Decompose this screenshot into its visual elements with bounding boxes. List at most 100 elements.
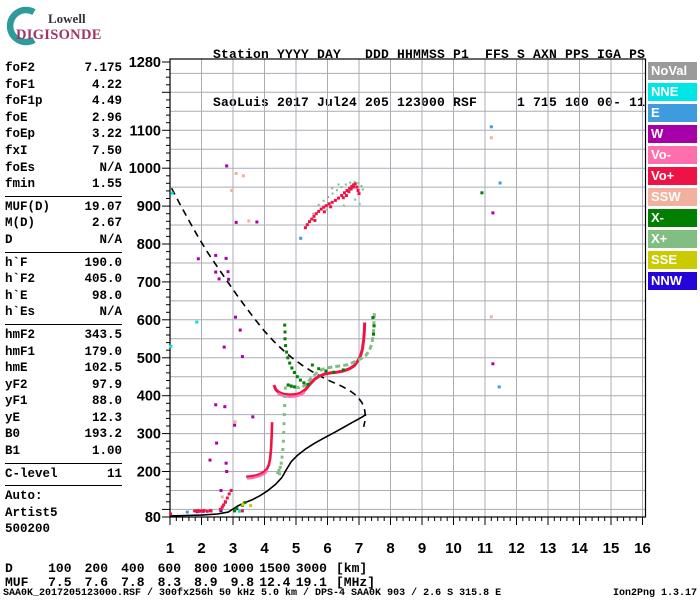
svg-text:9: 9 [418,540,426,557]
row-value: 200 [84,561,108,576]
param-label: foF2 [5,61,36,75]
legend-w: W [648,125,697,143]
param-d: D N/A [5,232,122,249]
lowell-digisonde-logo: Lowell DIGISONDE [6,6,102,46]
plot-grid [170,59,646,517]
param-label: hmF2 [5,327,36,342]
svg-text:800: 800 [137,237,161,253]
param-value: 2.67 [91,216,122,231]
param-he: h`E 98.0 [5,288,122,305]
header-station-values: SaoLuis 2017 Jul24 205 123000 RSF 1 715 … [213,95,646,110]
param-label: B0 [5,427,21,442]
ionogram-parameters-panel: foF2 7.175 foF1 4.22 foF1p 4.49 foE 2.96 foEp 3.2… [5,60,122,538]
series-o-mode-e-region-specks [169,489,244,516]
svg-text:5: 5 [292,540,300,557]
panel-divider [5,485,122,487]
svg-text:300: 300 [137,427,161,443]
param-value: 11 [106,466,122,481]
row-value: 100 [48,561,72,576]
param-value: 102.5 [84,361,122,376]
row-value: 3000 [295,561,327,576]
param-label: foF1 [5,77,36,92]
param-label: hmF1 [5,344,36,359]
param-b0: B0 193.2 [5,426,122,443]
param-value: 88.0 [91,394,122,409]
svg-text:1280: 1280 [129,55,161,71]
param-foe: foE 2.96 [5,110,122,127]
legend-vo-: Vo- [648,146,697,164]
param-hmf2: hmF2 343.5 [5,327,122,344]
svg-text:16: 16 [634,540,651,557]
svg-text:11: 11 [477,540,493,557]
y-axis-labels: 1280 1100 1000 900 800 700 600 500 400 300 200 80 [129,55,161,526]
svg-text:7: 7 [355,540,363,557]
param-fxi: fxI 7.50 [5,143,122,160]
svg-text:1000: 1000 [129,161,161,177]
param-label: MUF(D) [5,199,51,214]
series-e-echoes [185,125,502,514]
digisonde-arc-icon [6,6,36,46]
param-fmin: fmin 1.55 [5,176,122,193]
series-x-trace-f1-cusp [276,386,287,476]
param-value: 179.0 [84,344,122,359]
row-value: 7.5 [48,574,72,590]
param-groups: foF2 7.175 foF1 4.22 foF1p 4.49 foE 2.96 foEp 3.2… [5,60,122,538]
svg-text:6: 6 [323,540,331,557]
series-vo-minus-f1 [247,469,269,480]
series-vo-minus-f2-valley [277,391,306,398]
param-b1: B1 1.00 [5,443,122,460]
param-hf: h`F 190.0 [5,255,122,272]
status-file-info: SAA0K_2017205123000.RSF / 300fx256h 50 k… [3,588,502,599]
param-md: M(D) 2.67 [5,215,122,232]
param-fof1p: foF1p 4.49 [5,93,122,110]
series-spread-f-x-mode [312,180,364,215]
x-axis-labels: 1 2 3 4 5 6 7 8 9 10 11 12 13 14 15 16 [166,540,651,557]
row-value: 1500 [259,561,291,576]
param-value: 2.96 [91,110,122,125]
panel-divider [5,323,122,325]
series-sse-echoes [241,503,253,508]
svg-text:600: 600 [137,313,161,329]
legend-noval: NoVal [648,62,697,80]
param-value: 1.55 [91,177,122,192]
row-value: 7.8 [121,574,145,590]
status-bar: SAA0K_2017205123000.RSF / 300fx256h 50 k… [3,588,697,599]
svg-text:15: 15 [603,540,620,557]
param-value: 12.3 [91,410,122,425]
legend-x-: X- [648,209,697,227]
series-o-trace-e-f1 [246,422,274,479]
param-value: N/A [99,305,122,320]
svg-text:80: 80 [145,510,161,526]
param-mufd: MUF(D) 19.07 [5,199,122,216]
legend-nnw: NNW [648,272,697,290]
legend-vo-: Vo+ [648,167,697,185]
param-label: fmin [5,177,36,192]
echo-status-legend: NoVal NNE E W Vo- Vo+ SSW X- X+ SSE NNW [648,62,697,293]
param-label: foEp [5,127,36,142]
row-value: 12.4 [259,574,291,590]
auto-scaler-line: Artist5 [5,505,58,520]
panel-divider [5,195,122,197]
svg-text:14: 14 [571,540,588,557]
param-label: h`Es [5,305,36,320]
logo-digisonde-text: DIGISONDE [16,27,102,43]
svg-text:13: 13 [540,540,557,557]
series-true-height-profile [169,413,367,517]
row-unit: [MHz] [336,574,376,590]
logo-lowell-text: Lowell [48,11,86,26]
svg-text:200: 200 [137,465,161,481]
param-value: 7.175 [84,61,122,75]
auto-scaler-line: Auto: [5,489,43,504]
param-foes: foEs N/A [5,160,122,177]
series-o-trace-f2 [272,322,367,397]
svg-text:400: 400 [137,389,161,405]
param-yf1: yF1 88.0 [5,393,122,410]
range-muf-row-muf: MUF 7.5 7.6 7.8 8.3 8.9 9.8 12.4 19.1 [MHz] [5,574,376,590]
param-value: 193.2 [84,427,122,442]
axis-ticks [162,61,643,525]
status-program-version: Ion2Png 1.3.17 [612,588,697,599]
param-value: N/A [99,232,122,247]
param-label: B1 [5,444,21,459]
param-value: 343.5 [84,327,122,342]
param-label: yF1 [5,394,28,409]
